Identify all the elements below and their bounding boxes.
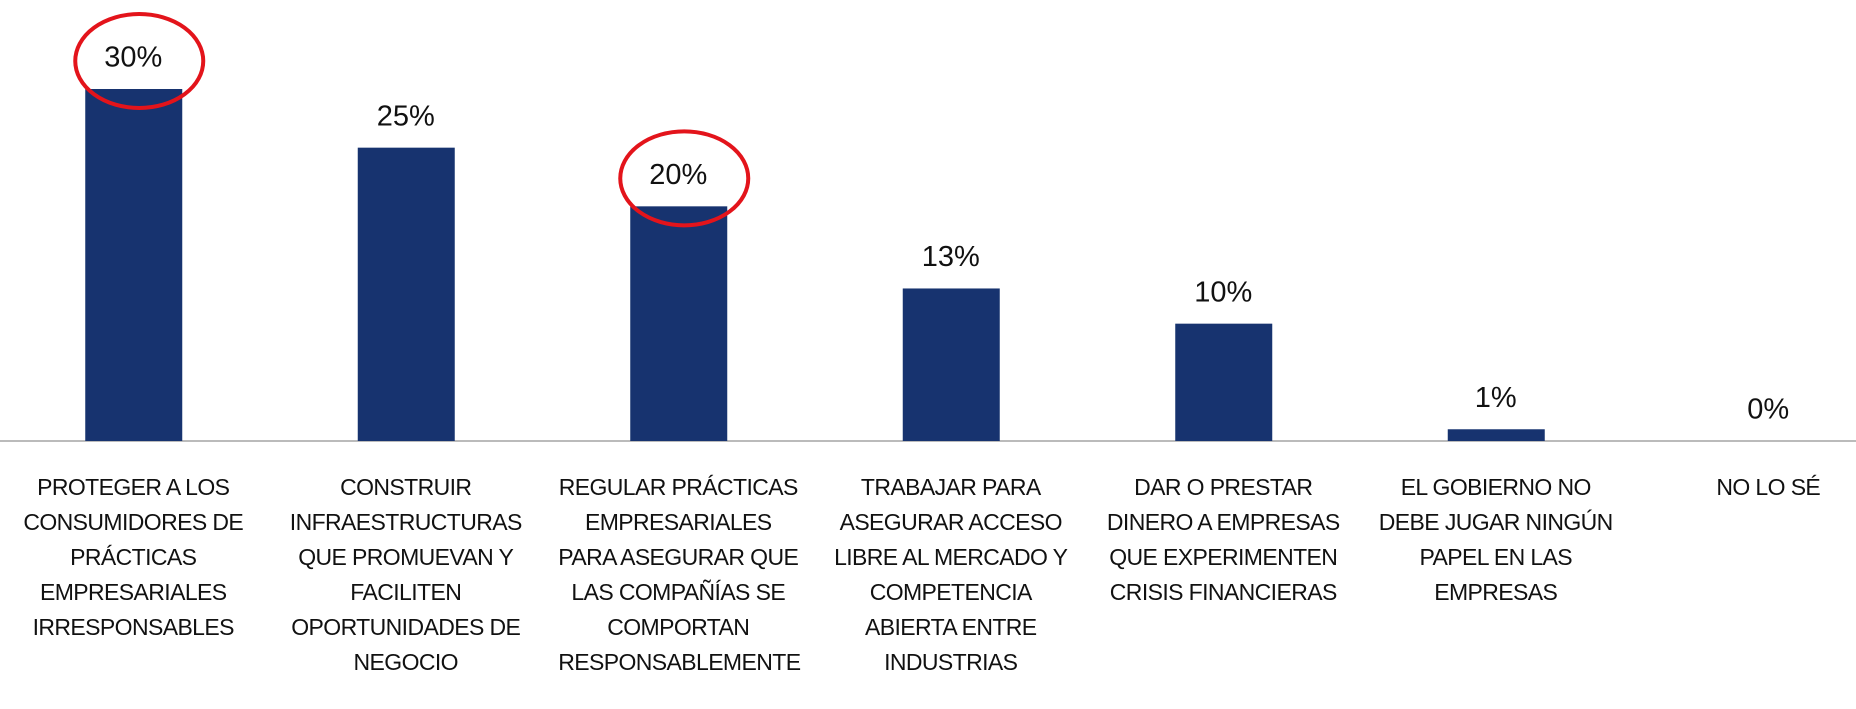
x-tick-label: REGULAR PRÁCTICAS EMPRESARIALES PARA ASE… xyxy=(558,474,801,675)
bar xyxy=(1175,323,1273,441)
data-label: 13% xyxy=(922,241,980,273)
bar xyxy=(902,288,1000,441)
data-label: 25% xyxy=(377,100,435,132)
x-tick-label: TRABAJAR PARA ASEGURAR ACCESO LIBRE AL M… xyxy=(834,474,1068,675)
data-label: 20% xyxy=(649,159,707,191)
highlight-circle xyxy=(618,129,751,228)
data-label: 30% xyxy=(104,42,162,74)
x-tick-label: PROTEGER A LOS CONSUMIDORES DE PRÁCTICAS… xyxy=(23,474,244,640)
highlight-circle xyxy=(73,12,206,110)
data-label: 1% xyxy=(1475,382,1517,414)
x-tick-label: EL GOBIERNO NO DEBE JUGAR NINGÚN PAPEL E… xyxy=(1378,474,1613,605)
x-tick-label: NO LO SÉ xyxy=(1716,474,1821,500)
bar xyxy=(630,206,728,441)
x-tick-label: CONSTRUIR INFRAESTRUCTURAS QUE PROMUEVAN… xyxy=(289,474,523,675)
bar xyxy=(85,89,183,441)
x-tick-label: DAR O PRESTAR DINERO A EMPRESAS QUE EXPE… xyxy=(1106,474,1340,605)
data-label: 10% xyxy=(1194,276,1252,308)
bar xyxy=(357,147,455,441)
data-label: 0% xyxy=(1747,394,1789,426)
bar xyxy=(1447,429,1545,441)
